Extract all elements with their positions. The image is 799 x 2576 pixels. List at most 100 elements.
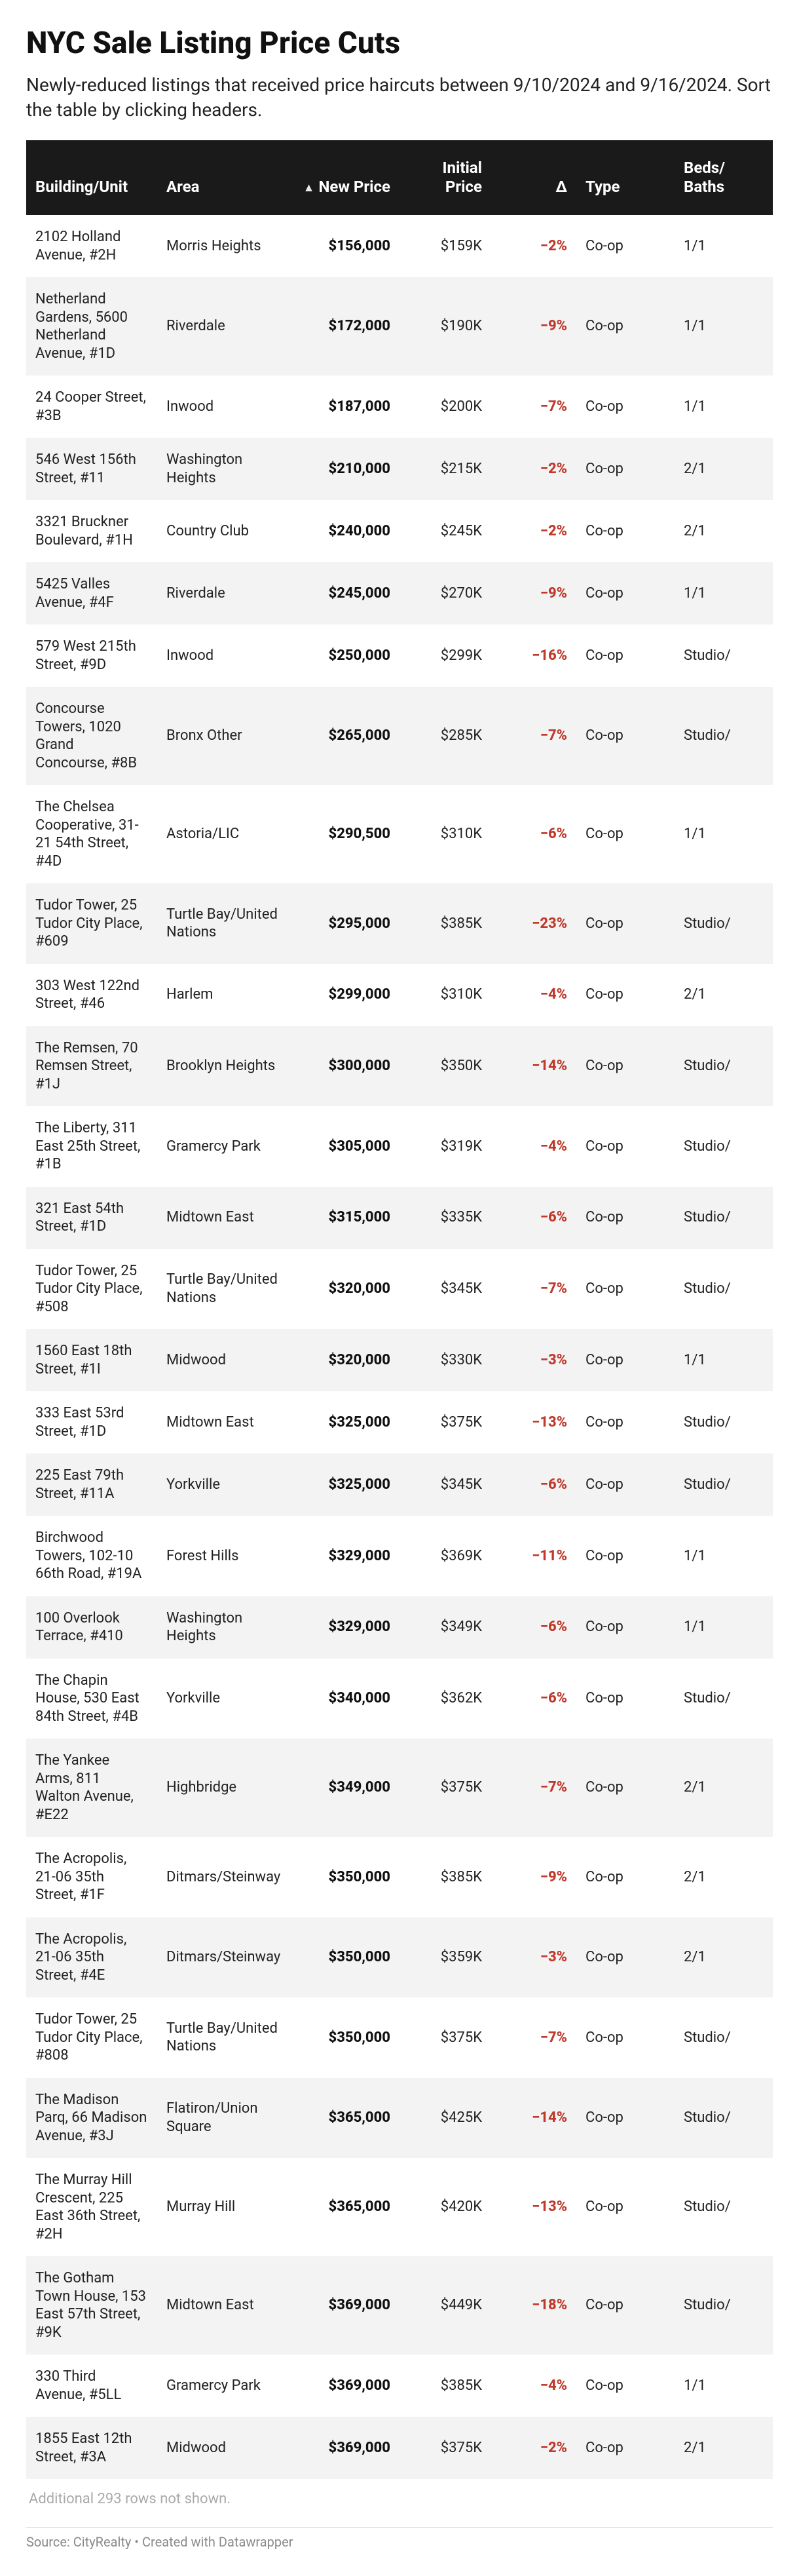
cell-building: Tudor Tower, 25 Tudor City Place, #808	[26, 1997, 157, 2078]
cell-new-price: $329,000	[288, 1596, 400, 1659]
cell-initial-price: $350K	[400, 1026, 491, 1107]
cell-new-price: $300,000	[288, 1026, 400, 1107]
page-title: NYC Sale Listing Price Cuts	[26, 26, 773, 61]
col-header-beds-baths[interactable]: Beds/ Baths	[675, 140, 773, 215]
cell-beds-baths: 1/1	[675, 2355, 773, 2417]
col-header-initial-price[interactable]: Initial Price	[400, 140, 491, 215]
table-row: Tudor Tower, 25 Tudor City Place, #609Tu…	[26, 883, 773, 964]
cell-delta: −7%	[491, 687, 576, 785]
cell-type: Co-op	[576, 1249, 675, 1330]
cell-area: Riverdale	[157, 562, 288, 625]
table-row: The Madison Parq, 66 Madison Avenue, #3J…	[26, 2078, 773, 2159]
cell-delta: −2%	[491, 215, 576, 277]
cell-new-price: $290,500	[288, 785, 400, 883]
cell-area: Midwood	[157, 2417, 288, 2479]
cell-beds-baths: Studio/	[675, 1997, 773, 2078]
table-row: 330 Third Avenue, #5LLGramercy Park$369,…	[26, 2355, 773, 2417]
cell-area: Ditmars/Steinway	[157, 1837, 288, 1917]
cell-area: Brooklyn Heights	[157, 1026, 288, 1107]
cell-delta: −23%	[491, 883, 576, 964]
table-body: 2102 Holland Avenue, #2HMorris Heights$1…	[26, 215, 773, 2479]
cell-area: Country Club	[157, 500, 288, 562]
table-row: Tudor Tower, 25 Tudor City Place, #808Tu…	[26, 1997, 773, 2078]
cell-delta: −18%	[491, 2256, 576, 2355]
cell-beds-baths: Studio/	[675, 687, 773, 785]
cell-building: 333 East 53rd Street, #1D	[26, 1391, 157, 1453]
cell-building: 1855 East 12th Street, #3A	[26, 2417, 157, 2479]
cell-type: Co-op	[576, 1739, 675, 1837]
col-header-delta[interactable]: Δ	[491, 140, 576, 215]
cell-beds-baths: 1/1	[675, 215, 773, 277]
cell-area: Harlem	[157, 964, 288, 1026]
cell-beds-baths: 1/1	[675, 1596, 773, 1659]
cell-initial-price: $285K	[400, 687, 491, 785]
cell-initial-price: $362K	[400, 1659, 491, 1739]
table-row: Netherland Gardens, 5600 Netherland Aven…	[26, 277, 773, 375]
cell-area: Turtle Bay/United Nations	[157, 883, 288, 964]
cell-type: Co-op	[576, 2256, 675, 2355]
cell-initial-price: $420K	[400, 2158, 491, 2256]
cell-initial-price: $375K	[400, 2417, 491, 2479]
col-header-building[interactable]: Building/Unit	[26, 140, 157, 215]
cell-building: 579 West 215th Street, #9D	[26, 625, 157, 687]
cell-building: 321 East 54th Street, #1D	[26, 1187, 157, 1249]
cell-delta: −6%	[491, 1453, 576, 1516]
cell-beds-baths: 2/1	[675, 438, 773, 500]
cell-building: Concourse Towers, 1020 Grand Concourse, …	[26, 687, 157, 785]
cell-beds-baths: 2/1	[675, 1837, 773, 1917]
cell-building: Tudor Tower, 25 Tudor City Place, #508	[26, 1249, 157, 1330]
cell-delta: −13%	[491, 1391, 576, 1453]
footer-divider	[26, 2527, 773, 2528]
cell-delta: −7%	[491, 375, 576, 438]
cell-new-price: $315,000	[288, 1187, 400, 1249]
cell-area: Gramercy Park	[157, 2355, 288, 2417]
cell-type: Co-op	[576, 2078, 675, 2159]
cell-building: 546 West 156th Street, #11	[26, 438, 157, 500]
cell-new-price: $325,000	[288, 1391, 400, 1453]
cell-type: Co-op	[576, 562, 675, 625]
cell-type: Co-op	[576, 1596, 675, 1659]
cell-delta: −2%	[491, 2417, 576, 2479]
cell-type: Co-op	[576, 1997, 675, 2078]
cell-new-price: $320,000	[288, 1249, 400, 1330]
table-row: The Acropolis, 21-06 35th Street, #1FDit…	[26, 1837, 773, 1917]
cell-initial-price: $159K	[400, 215, 491, 277]
cell-initial-price: $359K	[400, 1917, 491, 1998]
cell-area: Murray Hill	[157, 2158, 288, 2256]
cell-initial-price: $345K	[400, 1249, 491, 1330]
cell-building: 24 Cooper Street, #3B	[26, 375, 157, 438]
cell-area: Yorkville	[157, 1659, 288, 1739]
cell-building: 3321 Bruckner Boulevard, #1H	[26, 500, 157, 562]
cell-area: Bronx Other	[157, 687, 288, 785]
cell-beds-baths: 1/1	[675, 785, 773, 883]
cell-beds-baths: 2/1	[675, 2417, 773, 2479]
cell-type: Co-op	[576, 1917, 675, 1998]
cell-building: The Liberty, 311 East 25th Street, #1B	[26, 1106, 157, 1187]
cell-initial-price: $369K	[400, 1516, 491, 1596]
cell-area: Turtle Bay/United Nations	[157, 1997, 288, 2078]
col-header-new-price[interactable]: ▲New Price	[288, 140, 400, 215]
cell-initial-price: $200K	[400, 375, 491, 438]
table-row: Concourse Towers, 1020 Grand Concourse, …	[26, 687, 773, 785]
cell-building: 1560 East 18th Street, #1I	[26, 1329, 157, 1391]
col-header-area[interactable]: Area	[157, 140, 288, 215]
cell-new-price: $265,000	[288, 687, 400, 785]
table-header: Building/Unit Area ▲New Price Initial Pr…	[26, 140, 773, 215]
cell-initial-price: $425K	[400, 2078, 491, 2159]
cell-type: Co-op	[576, 1837, 675, 1917]
cell-initial-price: $385K	[400, 883, 491, 964]
cell-initial-price: $449K	[400, 2256, 491, 2355]
cell-area: Washington Heights	[157, 438, 288, 500]
cell-initial-price: $310K	[400, 785, 491, 883]
cell-area: Forest Hills	[157, 1516, 288, 1596]
col-header-type[interactable]: Type	[576, 140, 675, 215]
price-cuts-table: Building/Unit Area ▲New Price Initial Pr…	[26, 140, 773, 2479]
cell-initial-price: $270K	[400, 562, 491, 625]
cell-type: Co-op	[576, 1106, 675, 1187]
cell-area: Highbridge	[157, 1739, 288, 1837]
cell-beds-baths: Studio/	[675, 1453, 773, 1516]
cell-delta: −6%	[491, 785, 576, 883]
cell-delta: −6%	[491, 1187, 576, 1249]
cell-initial-price: $335K	[400, 1187, 491, 1249]
cell-new-price: $172,000	[288, 277, 400, 375]
